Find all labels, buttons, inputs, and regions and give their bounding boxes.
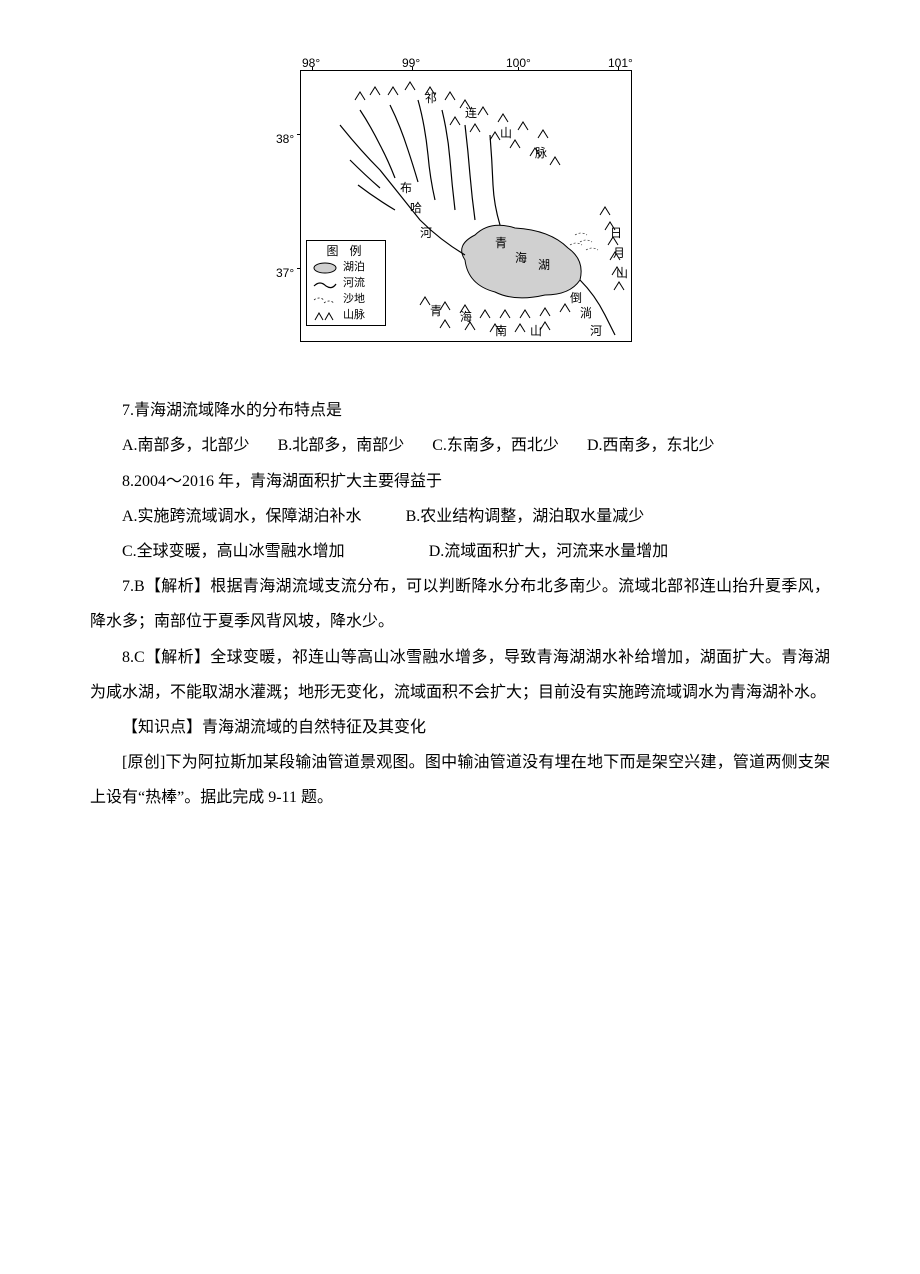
legend-label-mountain: 山脉 [343,308,365,323]
label-nanshan-3: 南 [495,318,507,344]
label-qilian-2: 连 [465,100,477,126]
q7-opt-a: A.南部多，北部少 [122,437,250,454]
label-buha-3: 河 [420,220,432,246]
river-icon [311,277,339,291]
q7-stem: 7.青海湖流域降水的分布特点是 [90,393,830,428]
label-lake-1: 青 [495,230,507,256]
knowledge-point: 【知识点】青海湖流域的自然特征及其变化 [90,710,830,745]
q8-opt-d: D.流域面积扩大，河流来水量增加 [429,543,669,560]
q7-opt-c: C.东南多，西北少 [432,437,559,454]
legend-item-sand: 沙地 [307,292,385,308]
label-nanshan-4: 山 [530,318,542,344]
legend-label-sand: 沙地 [343,292,365,307]
label-lake-3: 湖 [538,252,550,278]
qinghai-map: 98° 99° 100° 101° 38° 37° [270,40,650,360]
q8-opt-c: C.全球变暖，高山冰雪融水增加 [122,543,345,560]
q7-opt-b: B.北部多，南部少 [278,437,405,454]
mountain-symbols [355,82,624,332]
label-qilian-4: 脉 [535,140,547,166]
q7-options: A.南部多，北部少 B.北部多，南部少 C.东南多，西北少 D.西南多，东北少 [90,428,830,463]
q8-options-row2: C.全球变暖，高山冰雪融水增加 D.流域面积扩大，河流来水量增加 [90,534,830,569]
legend-item-river: 河流 [307,276,385,292]
q8-stem: 8.2004～2016 年，青海湖面积扩大主要得益于 [90,464,830,499]
legend-label-river: 河流 [343,276,365,291]
q7-opt-d: D.西南多，东北少 [587,437,715,454]
label-nanshan-1: 青 [430,298,442,324]
legend-label-lake: 湖泊 [343,260,365,275]
legend-item-lake: 湖泊 [307,260,385,276]
legend-item-mountain: 山脉 [307,308,385,324]
label-qilian-3: 山 [500,120,512,146]
label-lake-2: 海 [515,245,527,271]
label-nanshan-2: 海 [460,304,472,330]
label-daotang-3: 河 [590,318,602,344]
figure-container: 98° 99° 100° 101° 38° 37° [90,40,830,373]
q8-opt-a: A.实施跨流域调水，保障湖泊补水 [122,508,362,525]
label-qilian-1: 祁 [425,85,437,111]
sand-icon [570,233,598,250]
label-buha-2: 哈 [410,195,422,221]
lake-icon [311,261,339,275]
lat-label-37: 37° [276,260,294,286]
next-question-stem: [原创]下为阿拉斯加某段输油管道景观图。图中输油管道没有埋在地下而是架空兴建，管… [90,745,830,815]
answer-7: 7.B【解析】根据青海湖流域支流分布，可以判断降水分布北多南少。流域北部祁连山抬… [90,569,830,639]
mountain-icon [311,309,339,323]
q8-opt-b: B.农业结构调整，湖泊取水量减少 [406,508,645,525]
sand-icon [311,293,339,307]
legend-title: 图 例 [307,241,385,260]
q8-options-row1: A.实施跨流域调水，保障湖泊补水 B.农业结构调整，湖泊取水量减少 [90,499,830,534]
label-riyue-3: 山 [616,260,628,286]
map-legend: 图 例 湖泊 河流 沙地 山脉 [306,240,386,326]
answer-8: 8.C【解析】全球变暖，祁连山等高山冰雪融水增多，导致青海湖湖水补给增加，湖面扩… [90,640,830,710]
lat-label-38: 38° [276,126,294,152]
